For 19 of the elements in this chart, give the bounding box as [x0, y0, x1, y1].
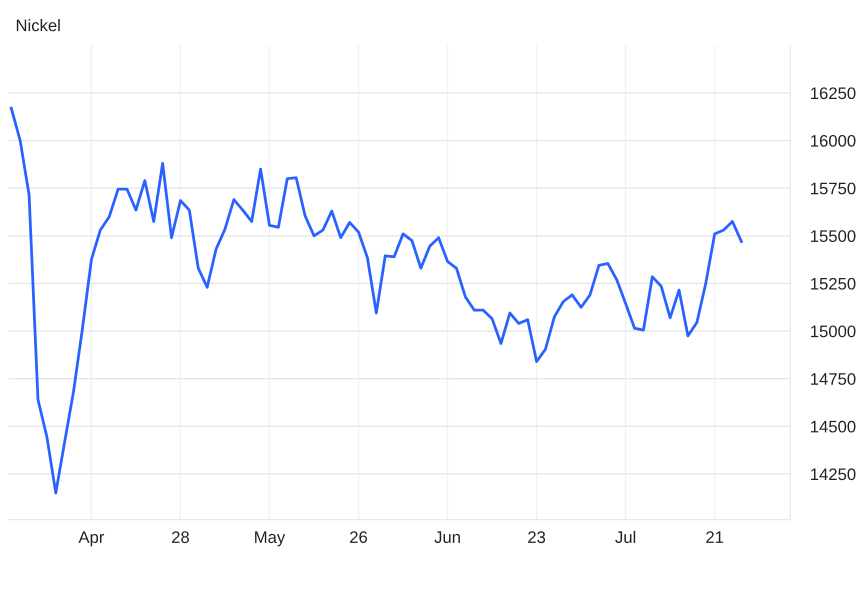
chart-title: Nickel	[16, 19, 60, 32]
y-tick-label: 15500	[811, 230, 856, 242]
y-tick-label: 16000	[811, 134, 856, 147]
y-tick-label: 15750	[811, 182, 856, 194]
line-series	[10, 106, 743, 494]
y-tick-label: 14500	[811, 420, 856, 433]
y-tick-label: 14750	[811, 373, 856, 385]
y-tick-label: 15250	[811, 278, 856, 290]
x-tick-label: Apr	[78, 531, 104, 546]
x-tick-label: 26	[350, 531, 368, 544]
x-tick-label: 21	[706, 531, 724, 543]
y-tick-label: 16250	[811, 87, 856, 100]
y-tick-label: 15000	[811, 325, 856, 338]
x-tick-label: 28	[172, 531, 189, 544]
y-tick-label: 14250	[811, 468, 856, 480]
x-tick-label: 23	[528, 531, 546, 544]
x-tick-label: Jul	[615, 530, 636, 544]
x-tick-label: May	[255, 531, 286, 546]
x-tick-label: Jun	[434, 531, 460, 544]
